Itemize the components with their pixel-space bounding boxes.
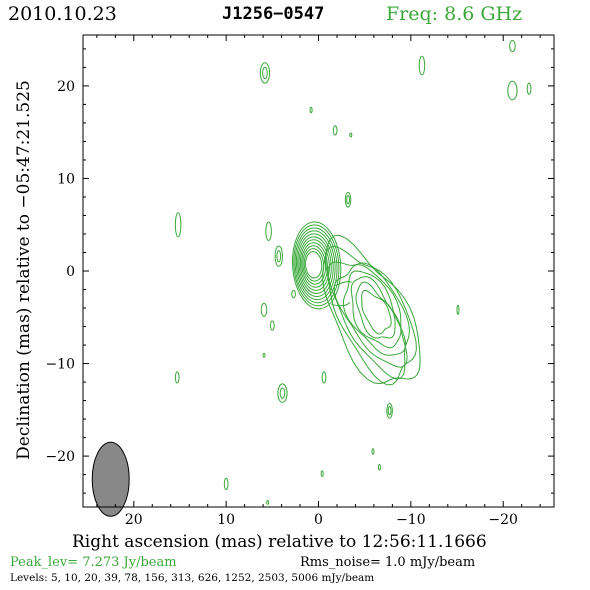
noise-contour-inner [346,195,350,205]
noise-contour [526,82,532,95]
rms-noise: Rms_noise= 1.0 mJy/beam [300,555,476,570]
noise-contour-inner [387,406,392,416]
y-tick-label: −20 [45,449,75,465]
noise-contour [377,463,381,471]
noise-contour [507,80,518,101]
x-tick-label: −20 [488,512,518,528]
beam-ellipse [91,441,130,517]
noise-contour [386,402,393,419]
core-contour [301,242,328,288]
observation-date: 2010.10.23 [8,3,117,25]
noise-contour [371,448,375,455]
peak-level: Peak_lev= 7.273 Jy/beam [10,555,177,570]
noise-contour [266,500,270,505]
y-tick-label: 20 [57,79,75,95]
core-contour [302,245,327,285]
y-axis-label: Declination (mas) relative to −05:47:21.… [14,80,34,460]
contour-levels: Levels: 5, 10, 20, 39, 78, 156, 313, 626… [10,572,375,584]
noise-contour [269,320,275,331]
noise-contour [349,132,353,138]
core-contour [305,251,323,279]
x-tick-label: 20 [125,512,143,528]
core-contour [298,236,332,294]
contour-layer [91,40,532,517]
jet-contour [333,263,408,368]
jet-contour [342,270,407,356]
core-contour [295,230,336,301]
y-tick-label: 10 [57,171,75,187]
x-tick-label: −10 [396,512,426,528]
noise-contour [321,371,327,384]
source-name: J1256−0547 [222,4,325,24]
core-contour [294,227,338,304]
noise-contour [265,221,272,241]
noise-contour [223,477,229,490]
noise-contour-inner [276,250,282,263]
core-contour [293,224,340,307]
axis-tick-labels: 20 10 0 −10 −20 20 10 0 −10 −20 [45,79,518,528]
jet-contour [322,234,421,385]
noise-contour [456,304,460,315]
y-tick-label: 0 [66,264,75,280]
noise-contour [174,212,182,238]
x-tick-label: 0 [314,512,323,528]
bridge-contour [334,281,352,287]
noise-contour [260,302,268,317]
core-contour [299,239,330,291]
noise-contour [309,106,313,114]
noise-contour-inner [279,387,286,399]
noise-contour [332,125,338,136]
core-contour [292,221,342,310]
jet-contour [325,245,417,386]
noise-contour [344,191,352,208]
core-contour [297,233,334,298]
noise-contour [418,55,426,76]
jet-contour [355,281,396,339]
noise-contour [509,40,516,53]
jet-contour [350,276,402,349]
noise-contour [320,470,324,477]
noise-contour [291,289,296,299]
frequency-label: Freq: 8.6 GHz [386,3,523,25]
bridge-contour [331,302,351,307]
noise-contour-inner [262,66,268,80]
jet-contour [361,289,392,335]
noise-contour [262,352,266,358]
y-tick-label: −10 [45,357,75,373]
x-axis-label: Right ascension (mas) relative to 12:56:… [72,532,487,552]
x-tick-label: 10 [217,512,235,528]
plot-frame [82,34,555,508]
noise-contour [274,245,283,267]
axis-ticks [83,35,554,507]
noise-contour [277,383,288,403]
noise-contour [174,371,180,384]
noise-contour [259,62,271,84]
